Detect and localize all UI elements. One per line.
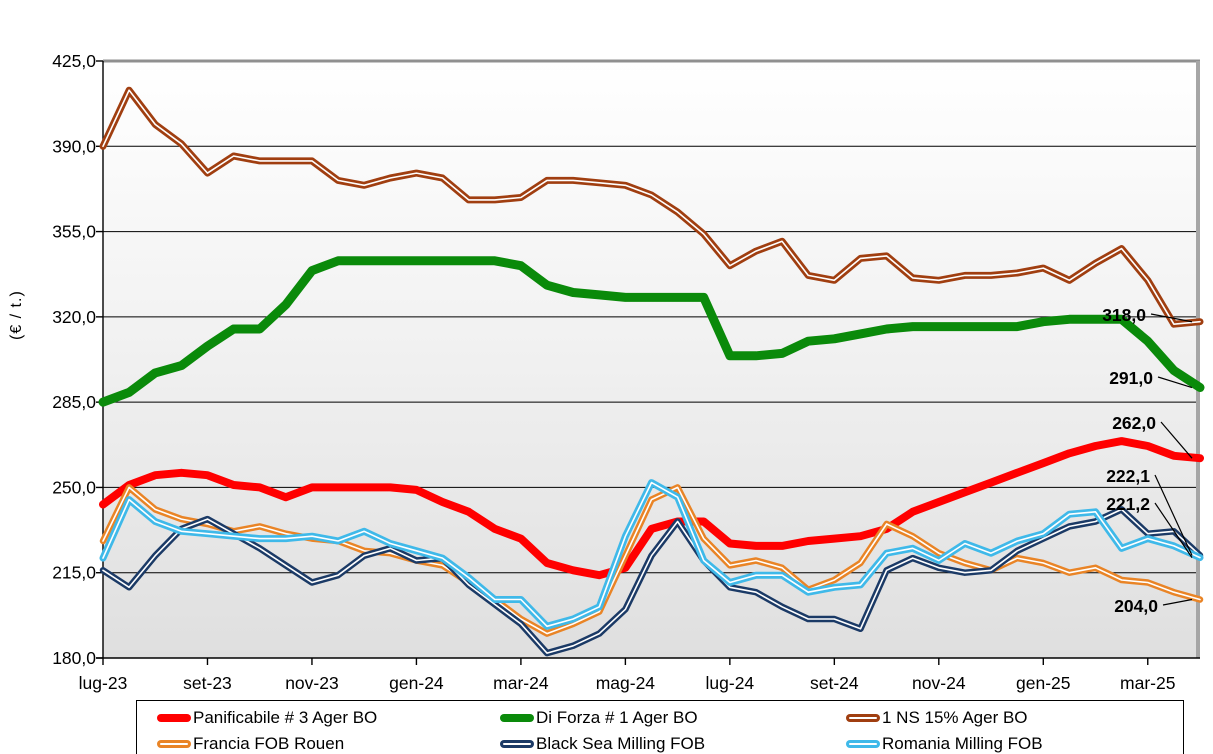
y-tick-label: 320,0 [52, 307, 96, 327]
legend-marker-stripe [849, 717, 877, 719]
y-tick-label: 285,0 [52, 392, 96, 412]
end-label-leader [1150, 313, 1193, 323]
end-value-label: 262,0 [1112, 413, 1156, 433]
legend-label: Panificabile # 3 Ager BO [193, 708, 378, 727]
legend-item: Black Sea Milling FOB [500, 734, 705, 754]
end-value-label: 221,2 [1106, 494, 1150, 514]
end-value-label: 291,0 [1109, 368, 1153, 388]
y-tick-label: 390,0 [52, 136, 96, 156]
legend-label: Di Forza # 1 Ager BO [536, 708, 698, 727]
legend-line-marker [500, 714, 534, 722]
legend-line-marker [500, 740, 534, 748]
x-tick-label: nov-23 [285, 673, 339, 693]
legend-label: Romania Milling FOB [882, 734, 1043, 753]
end-label-leader [1157, 376, 1193, 389]
legend-line-marker [846, 740, 880, 748]
legend-box: Panificabile # 3 Ager BO Di Forza # 1 Age… [136, 700, 1184, 754]
legend-item: Francia FOB Rouen [157, 734, 344, 754]
series-line-1 [99, 437, 1204, 580]
y-tick-label: 425,0 [52, 51, 96, 71]
y-axis-title: (€ / t.) [8, 290, 25, 340]
series-line-center-stripe [102, 486, 1201, 635]
y-tick-label: 250,0 [52, 477, 96, 497]
x-tick-label: gen-25 [1016, 673, 1071, 693]
series-line-2 [98, 256, 1205, 407]
end-value-label: 318,0 [1102, 305, 1146, 325]
legend-marker-stripe [160, 743, 188, 745]
legend-marker-stripe [503, 743, 531, 745]
end-label-leader [1154, 502, 1193, 558]
legend-line-marker [157, 714, 191, 722]
end-label-leader [1154, 474, 1193, 556]
legend-item: Romania Milling FOB [846, 734, 1043, 754]
x-tick-label: set-24 [810, 673, 859, 693]
end-label-leader [1160, 421, 1193, 459]
series-line-center-stripe [102, 481, 1201, 628]
legend-item: 1 NS 15% Ager BO [846, 708, 1028, 728]
legend-item: Di Forza # 1 Ager BO [500, 708, 698, 728]
end-value-label: 222,1 [1106, 466, 1150, 486]
y-tick-label: 180,0 [52, 648, 96, 668]
legend-label: Black Sea Milling FOB [536, 734, 706, 753]
legend-marker-stripe [849, 743, 877, 745]
legend-item: Panificabile # 3 Ager BO [157, 708, 377, 728]
x-tick-label: gen-24 [389, 673, 444, 693]
x-tick-label: lug-23 [79, 673, 128, 693]
y-tick-label: 215,0 [52, 563, 96, 583]
end-value-label: 204,0 [1114, 596, 1158, 616]
x-tick-label: mar-25 [1120, 673, 1175, 693]
x-tick-label: set-23 [183, 673, 232, 693]
x-tick-label: lug-24 [706, 673, 755, 693]
series-line-center-stripe [102, 89, 1201, 326]
legend-line-marker [846, 714, 880, 722]
x-tick-label: mag-24 [596, 673, 656, 693]
x-tick-label: mar-24 [493, 673, 549, 693]
series-line-center-stripe [102, 508, 1201, 654]
plot-area [103, 61, 1200, 658]
legend-label: Francia FOB Rouen [193, 734, 345, 753]
y-tick-label: 355,0 [52, 222, 96, 242]
x-tick-label: nov-24 [912, 673, 966, 693]
end-label-leader [1162, 598, 1193, 606]
legend-label: 1 NS 15% Ager BO [882, 708, 1028, 727]
legend-line-marker [157, 740, 191, 748]
